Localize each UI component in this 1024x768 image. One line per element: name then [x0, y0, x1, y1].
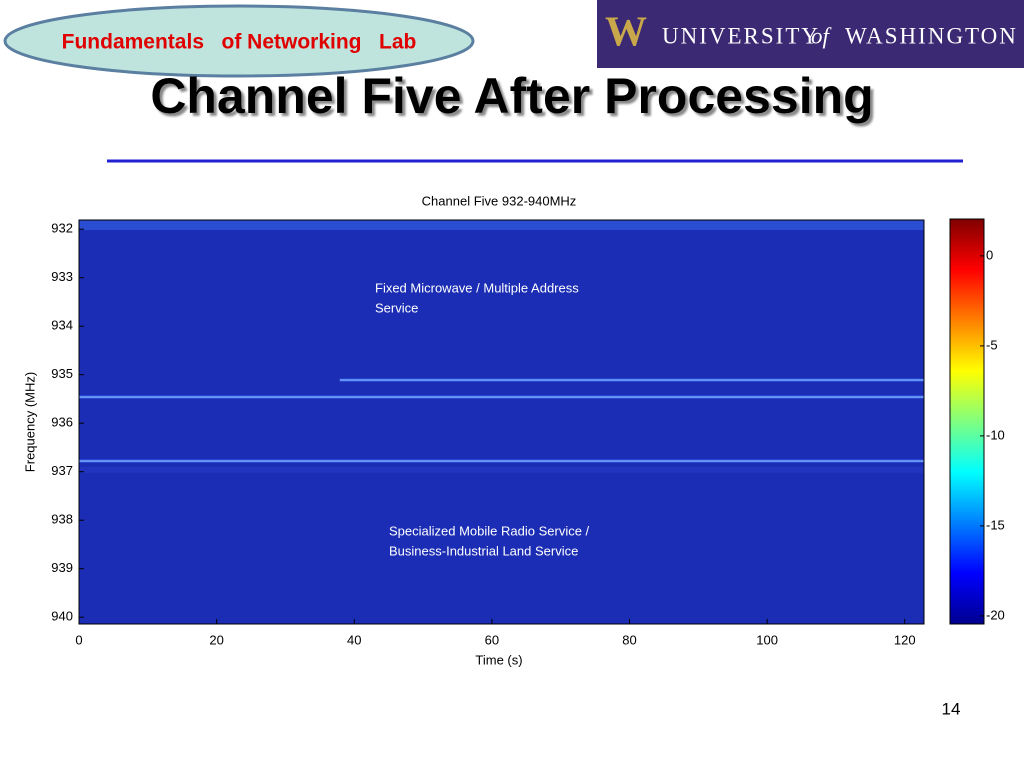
lower-band [79, 466, 924, 473]
y-tick-label: 939 [51, 560, 73, 575]
x-tick-label: 120 [894, 632, 916, 647]
logo-mark: W [605, 10, 647, 56]
logo-box [597, 0, 1024, 68]
annotation: Business-Industrial Land Service [389, 543, 578, 558]
x-axis-label: Time (s) [475, 652, 522, 667]
y-axis-label: Frequency (MHz) [22, 372, 37, 472]
signal-line [79, 395, 924, 399]
lab-name: Fundamentals of Networking Lab [62, 31, 417, 54]
logo-university: UNIVERSITY [662, 23, 820, 48]
y-tick-label: 933 [51, 269, 73, 284]
y-tick-label: 935 [51, 366, 73, 381]
annotation: Specialized Mobile Radio Service / [389, 523, 590, 538]
colorbar-tick-label: -15 [986, 517, 1005, 532]
plot-frame [78, 219, 925, 625]
noise-band [79, 220, 924, 230]
signal-line [79, 459, 924, 463]
x-tick-label: 0 [75, 632, 82, 647]
y-tick-label: 932 [51, 221, 73, 236]
x-tick-label: 60 [485, 632, 499, 647]
annotation: Service [375, 300, 418, 315]
y-tick-label: 934 [51, 318, 73, 333]
colorbar [949, 218, 985, 625]
y-tick-label: 937 [51, 463, 73, 478]
logo-of: of [811, 23, 833, 48]
signal-line [339, 378, 925, 382]
page-number: 14 [942, 699, 961, 718]
annotation: Fixed Microwave / Multiple Address [375, 280, 579, 295]
y-tick-label: 936 [51, 415, 73, 430]
slide-title: Channel Five After Processing [150, 68, 873, 124]
x-tick-label: 40 [347, 632, 361, 647]
colorbar-tick-label: -5 [986, 337, 998, 352]
y-tick-label: 938 [51, 512, 73, 527]
x-tick-label: 20 [209, 632, 223, 647]
x-tick-label: 80 [622, 632, 636, 647]
x-tick-label: 100 [756, 632, 778, 647]
y-tick-label: 940 [51, 609, 73, 624]
lab-oval [3, 4, 475, 78]
colorbar-tick-label: -10 [986, 427, 1005, 442]
colorbar-tick-label: 0 [986, 247, 993, 262]
logo-washington: WASHINGTON [845, 23, 1018, 48]
spectrogram-background [79, 220, 924, 624]
chart-title: Channel Five 932-940MHz [422, 193, 577, 208]
colorbar-tick-label: -20 [986, 607, 1005, 622]
